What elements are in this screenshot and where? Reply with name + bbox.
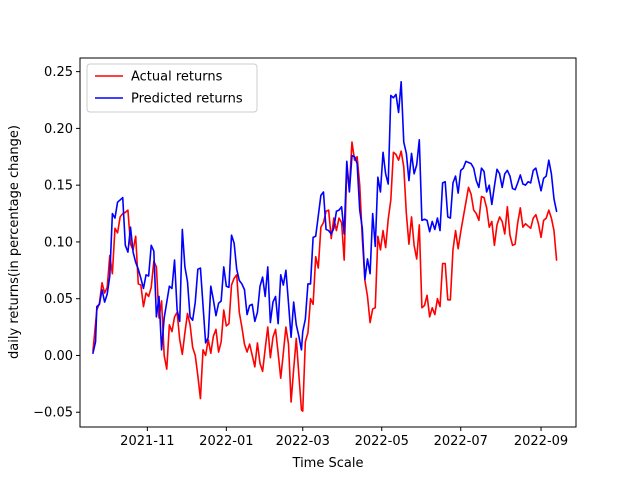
x-tick-label: 2022-01 bbox=[199, 434, 253, 449]
y-tick-label: 0.00 bbox=[44, 349, 73, 364]
y-tick-label: −0.05 bbox=[33, 406, 73, 421]
legend: Actual returns Predicted returns bbox=[86, 63, 258, 113]
y-tick-label: 0.10 bbox=[44, 235, 73, 250]
y-tick-label: 0.25 bbox=[44, 65, 73, 80]
x-tick-label: 2022-07 bbox=[434, 434, 488, 449]
x-axis: 2021-11 2022-01 2022-03 2022-05 2022-07 2022-… bbox=[120, 427, 568, 449]
y-axis-label: daily returns(in percentage change) bbox=[7, 125, 22, 359]
plot-frame bbox=[79, 57, 577, 428]
x-tick-label: 2021-11 bbox=[120, 434, 174, 449]
y-axis: −0.05 0.00 0.05 0.10 0.15 0.20 0.25 bbox=[33, 65, 80, 421]
legend-label: Predicted returns bbox=[131, 92, 243, 107]
y-tick-label: 0.20 bbox=[44, 122, 73, 137]
x-axis-label: Time Scale bbox=[292, 456, 364, 471]
x-tick-label: 2022-03 bbox=[276, 434, 330, 449]
legend-box bbox=[86, 63, 258, 113]
x-tick-label: 2022-09 bbox=[514, 434, 568, 449]
x-tick-label: 2022-05 bbox=[355, 434, 409, 449]
axes-layer bbox=[79, 57, 577, 428]
y-tick-label: 0.05 bbox=[44, 292, 73, 307]
series-layer bbox=[92, 81, 558, 412]
y-tick-label: 0.15 bbox=[44, 179, 73, 194]
legend-label: Actual returns bbox=[131, 70, 223, 85]
series-line-predicted-returns bbox=[92, 81, 558, 354]
